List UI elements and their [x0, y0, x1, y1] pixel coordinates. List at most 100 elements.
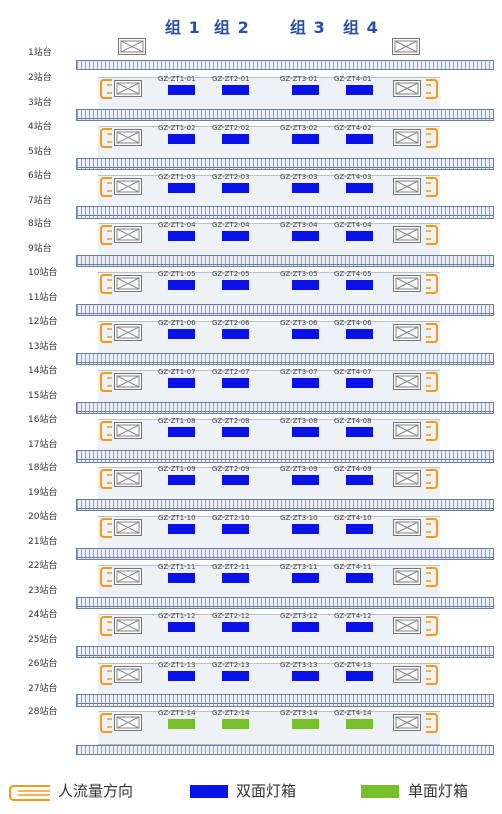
lightbox-code: GZ-ZT3-12 [280, 611, 318, 620]
lightbox-code: GZ-ZT2-07 [212, 367, 250, 376]
island-platform [98, 321, 440, 355]
lightbox-double [222, 182, 249, 193]
rail-track [76, 694, 494, 705]
lightbox-code: GZ-ZT4-05 [334, 270, 372, 279]
platform-label: 26站台 [28, 658, 58, 669]
lightbox-double [292, 475, 319, 486]
legend-flow-label: 人流量方向 [58, 782, 134, 800]
lightbox-code: GZ-ZT2-05 [212, 270, 250, 279]
platform-label: 10站台 [28, 268, 58, 279]
lightbox-double [346, 670, 373, 681]
platform-label: 16站台 [28, 414, 58, 425]
flow-arrow-icon [424, 566, 438, 592]
lightbox-code: GZ-ZT3-14 [280, 709, 318, 718]
island-platform [98, 516, 440, 551]
island-platform [98, 272, 440, 307]
lightbox-double [168, 231, 195, 242]
lightbox-code: GZ-ZT4-08 [334, 416, 372, 425]
stair-icon [118, 38, 146, 55]
stair-icon [393, 519, 421, 537]
lightbox-single [292, 719, 319, 730]
stair-icon [393, 714, 421, 732]
group-header-1: 组 1 [165, 18, 201, 37]
platform-label: 23站台 [28, 586, 58, 596]
stair-icon [393, 665, 421, 683]
lightbox-code: GZ-ZT1-13 [158, 660, 196, 669]
lightbox-double [222, 377, 249, 388]
lightbox-code: GZ-ZT2-08 [212, 416, 250, 425]
lightbox-double [222, 280, 249, 291]
platform-label: 21站台 [28, 537, 58, 548]
lightbox-code: GZ-ZT4-11 [334, 563, 372, 571]
platform-label: 28站台 [28, 707, 58, 718]
rail-track [76, 401, 494, 412]
flow-arrow-icon [100, 468, 114, 494]
legend-single-swatch [361, 785, 399, 798]
island-platform [98, 662, 440, 697]
lightbox-code: GZ-ZT2-02 [212, 123, 250, 132]
lightbox-double [222, 670, 249, 681]
lightbox-double [222, 85, 249, 95]
flow-arrow-icon [424, 712, 438, 738]
rail-track [76, 108, 494, 119]
platform-label: 20站台 [28, 512, 58, 523]
lightbox-code: GZ-ZT4-07 [334, 367, 372, 376]
lightbox-double [222, 573, 249, 583]
platform-label: 8站台 [28, 219, 52, 230]
island-platform [98, 467, 440, 502]
lightbox-double [222, 621, 249, 632]
lightbox-double [292, 426, 319, 437]
flow-arrow-icon [424, 127, 438, 153]
rail-track [76, 745, 494, 756]
flow-arrow-icon [100, 712, 114, 738]
island-platform [98, 418, 440, 453]
stair-icon [114, 714, 142, 732]
stair-icon [114, 470, 142, 488]
platform-label: 5站台 [28, 146, 52, 157]
lightbox-code: GZ-ZT3-05 [280, 270, 318, 279]
flow-arrow-icon [424, 420, 438, 446]
lightbox-code: GZ-ZT1-12 [158, 611, 196, 620]
stair-icon [393, 128, 421, 146]
lightbox-code: GZ-ZT1-10 [158, 514, 196, 523]
lightbox-double [168, 85, 195, 95]
lightbox-double [346, 475, 373, 486]
lightbox-code: GZ-ZT4-01 [334, 75, 372, 83]
lightbox-double [346, 329, 373, 339]
lightbox-code: GZ-ZT3-13 [280, 660, 318, 669]
lightbox-code: GZ-ZT2-09 [212, 465, 250, 474]
rail-track [76, 352, 494, 363]
legend-double-swatch [190, 785, 228, 798]
lightbox-code: GZ-ZT1-05 [158, 270, 196, 279]
lightbox-code: GZ-ZT4-12 [334, 611, 372, 620]
lightbox-code: GZ-ZT4-03 [334, 172, 372, 181]
platform-label: 9站台 [28, 244, 52, 255]
lightbox-double [292, 670, 319, 681]
lightbox-code: GZ-ZT2-03 [212, 172, 250, 181]
lightbox-double [168, 280, 195, 291]
island-platform [98, 565, 440, 599]
flow-arrow-icon [100, 615, 114, 641]
lightbox-double [292, 85, 319, 95]
flow-arrow-icon [424, 468, 438, 494]
lightbox-double [168, 426, 195, 437]
flow-arrow-icon [424, 517, 438, 543]
platform-label: 3站台 [28, 98, 52, 108]
lightbox-double [222, 329, 249, 339]
platform-label: 4站台 [28, 121, 52, 132]
lightbox-double [168, 133, 195, 144]
lightbox-code: GZ-ZT1-01 [158, 75, 196, 83]
lightbox-double [168, 573, 195, 583]
lightbox-code: GZ-ZT2-12 [212, 611, 250, 620]
lightbox-double [346, 621, 373, 632]
flow-arrow-icon [100, 127, 114, 153]
stair-icon [393, 324, 421, 341]
flow-arrow-icon [424, 273, 438, 299]
flow-arrow-icon [100, 322, 114, 348]
island-platform [98, 174, 440, 209]
rail-track [76, 206, 494, 217]
lightbox-double [292, 621, 319, 632]
island-platform [98, 77, 440, 111]
lightbox-code: GZ-ZT2-14 [212, 709, 250, 718]
lightbox-code: GZ-ZT4-02 [334, 123, 372, 132]
